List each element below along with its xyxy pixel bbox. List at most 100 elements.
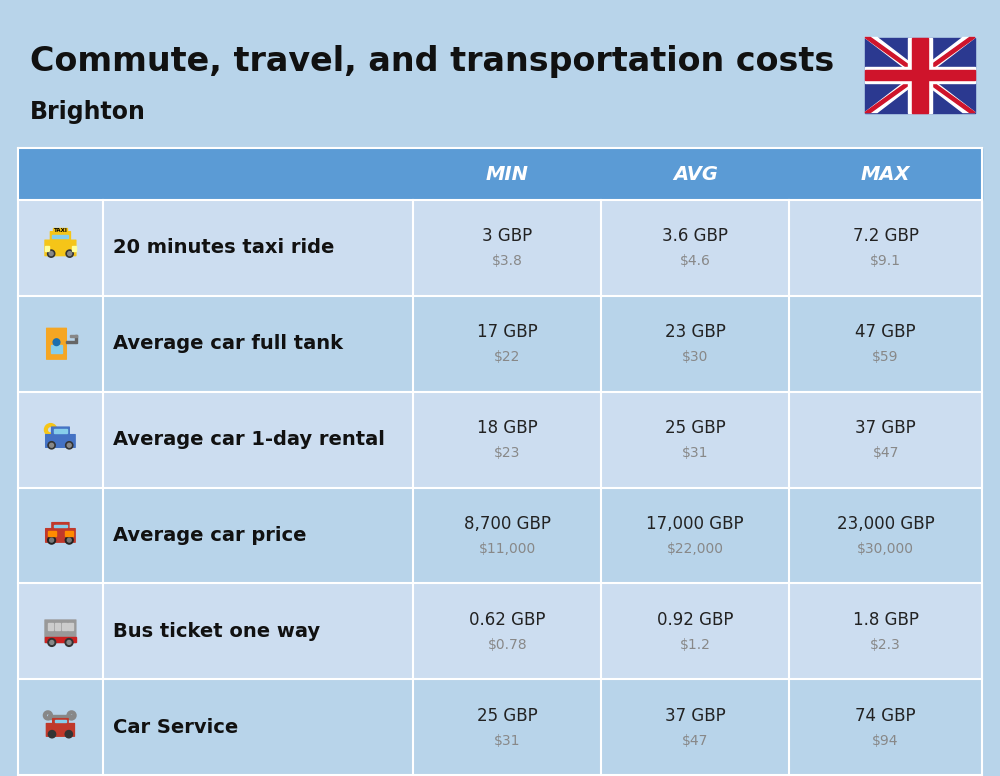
FancyBboxPatch shape [46, 528, 75, 542]
FancyBboxPatch shape [45, 620, 76, 643]
Bar [908, 37, 932, 113]
Circle shape [50, 640, 54, 644]
Text: Bus ticket one way: Bus ticket one way [113, 622, 320, 641]
Bar [413, 148, 982, 200]
Text: $23: $23 [494, 446, 520, 460]
Text: $22: $22 [494, 350, 520, 364]
Text: $1.2: $1.2 [680, 638, 711, 652]
Circle shape [65, 730, 72, 738]
Text: $2.3: $2.3 [870, 638, 901, 652]
Circle shape [48, 536, 56, 544]
Bar [51, 345, 62, 353]
Polygon shape [865, 37, 975, 113]
Text: Average car 1-day rental: Average car 1-day rental [113, 430, 385, 449]
Bar [18, 584, 982, 679]
Text: $3.8: $3.8 [492, 255, 523, 268]
Circle shape [68, 251, 72, 255]
FancyBboxPatch shape [52, 427, 69, 435]
Bar [48, 532, 56, 536]
Text: $4.6: $4.6 [680, 255, 711, 268]
Circle shape [67, 539, 71, 542]
Bar [18, 200, 982, 296]
Text: 37 GBP: 37 GBP [665, 707, 726, 725]
Bar [54, 429, 67, 433]
Bar [55, 719, 66, 722]
Bar [62, 623, 67, 629]
Circle shape [50, 443, 54, 447]
Text: $30: $30 [682, 350, 708, 364]
Bar [865, 70, 975, 80]
Text: 47 GBP: 47 GBP [855, 324, 916, 341]
Text: $94: $94 [872, 733, 899, 747]
FancyBboxPatch shape [45, 241, 76, 255]
Text: 23,000 GBP: 23,000 GBP [837, 515, 934, 533]
Bar [53, 228, 67, 232]
Text: 74 GBP: 74 GBP [855, 707, 916, 725]
FancyBboxPatch shape [52, 522, 69, 531]
Text: 8,700 GBP: 8,700 GBP [464, 515, 551, 533]
Text: $11,000: $11,000 [479, 542, 536, 556]
Text: Average car price: Average car price [113, 526, 306, 545]
Text: 25 GBP: 25 GBP [665, 419, 726, 437]
Text: 0.92 GBP: 0.92 GBP [657, 611, 733, 629]
Bar [65, 532, 73, 536]
Text: 20 minutes taxi ride: 20 minutes taxi ride [113, 238, 334, 258]
Text: $31: $31 [682, 446, 708, 460]
Text: Car Service: Car Service [113, 718, 238, 736]
Bar [865, 67, 975, 83]
Polygon shape [865, 37, 975, 113]
Bar [75, 334, 77, 343]
Bar [865, 37, 975, 113]
Text: Average car full tank: Average car full tank [113, 334, 343, 353]
Text: $0.78: $0.78 [487, 638, 527, 652]
Text: $59: $59 [872, 350, 899, 364]
Text: $47: $47 [682, 733, 708, 747]
Bar [912, 37, 928, 113]
Circle shape [67, 443, 71, 447]
Bar [48, 715, 72, 719]
Text: TAXI: TAXI [53, 228, 67, 233]
Circle shape [48, 250, 55, 258]
Text: $47: $47 [872, 446, 899, 460]
Text: Commute, travel, and transportation costs: Commute, travel, and transportation cost… [30, 45, 834, 78]
Circle shape [67, 640, 71, 644]
Text: MIN: MIN [486, 165, 529, 183]
Circle shape [66, 442, 73, 449]
Bar [45, 637, 76, 643]
Circle shape [48, 442, 55, 449]
Circle shape [53, 339, 60, 345]
Bar [18, 148, 413, 200]
Bar [66, 341, 75, 343]
Polygon shape [865, 37, 975, 113]
Text: 25 GBP: 25 GBP [477, 707, 538, 725]
Bar [55, 623, 60, 629]
Bar [54, 525, 67, 527]
Text: $22,000: $22,000 [667, 542, 724, 556]
Text: $31: $31 [494, 733, 520, 747]
Bar [18, 392, 982, 487]
FancyBboxPatch shape [46, 723, 74, 736]
Text: Brighton: Brighton [30, 100, 146, 124]
Bar [18, 679, 982, 775]
Bar [68, 623, 73, 629]
Text: AVG: AVG [673, 165, 718, 183]
Text: 18 GBP: 18 GBP [477, 419, 538, 437]
FancyBboxPatch shape [53, 719, 68, 726]
Circle shape [48, 639, 56, 646]
Text: 23 GBP: 23 GBP [665, 324, 726, 341]
Text: 17,000 GBP: 17,000 GBP [646, 515, 744, 533]
Bar [52, 235, 68, 238]
Text: 17 GBP: 17 GBP [477, 324, 538, 341]
Text: 1.8 GBP: 1.8 GBP [853, 611, 919, 629]
Bar [45, 246, 49, 251]
Text: 0.62 GBP: 0.62 GBP [469, 611, 545, 629]
FancyBboxPatch shape [50, 232, 70, 241]
Circle shape [50, 539, 54, 542]
Circle shape [65, 639, 73, 646]
Bar [48, 623, 53, 629]
FancyBboxPatch shape [47, 328, 66, 359]
Bar [18, 487, 982, 584]
Bar [55, 429, 66, 431]
FancyBboxPatch shape [46, 435, 75, 447]
Circle shape [65, 536, 73, 544]
